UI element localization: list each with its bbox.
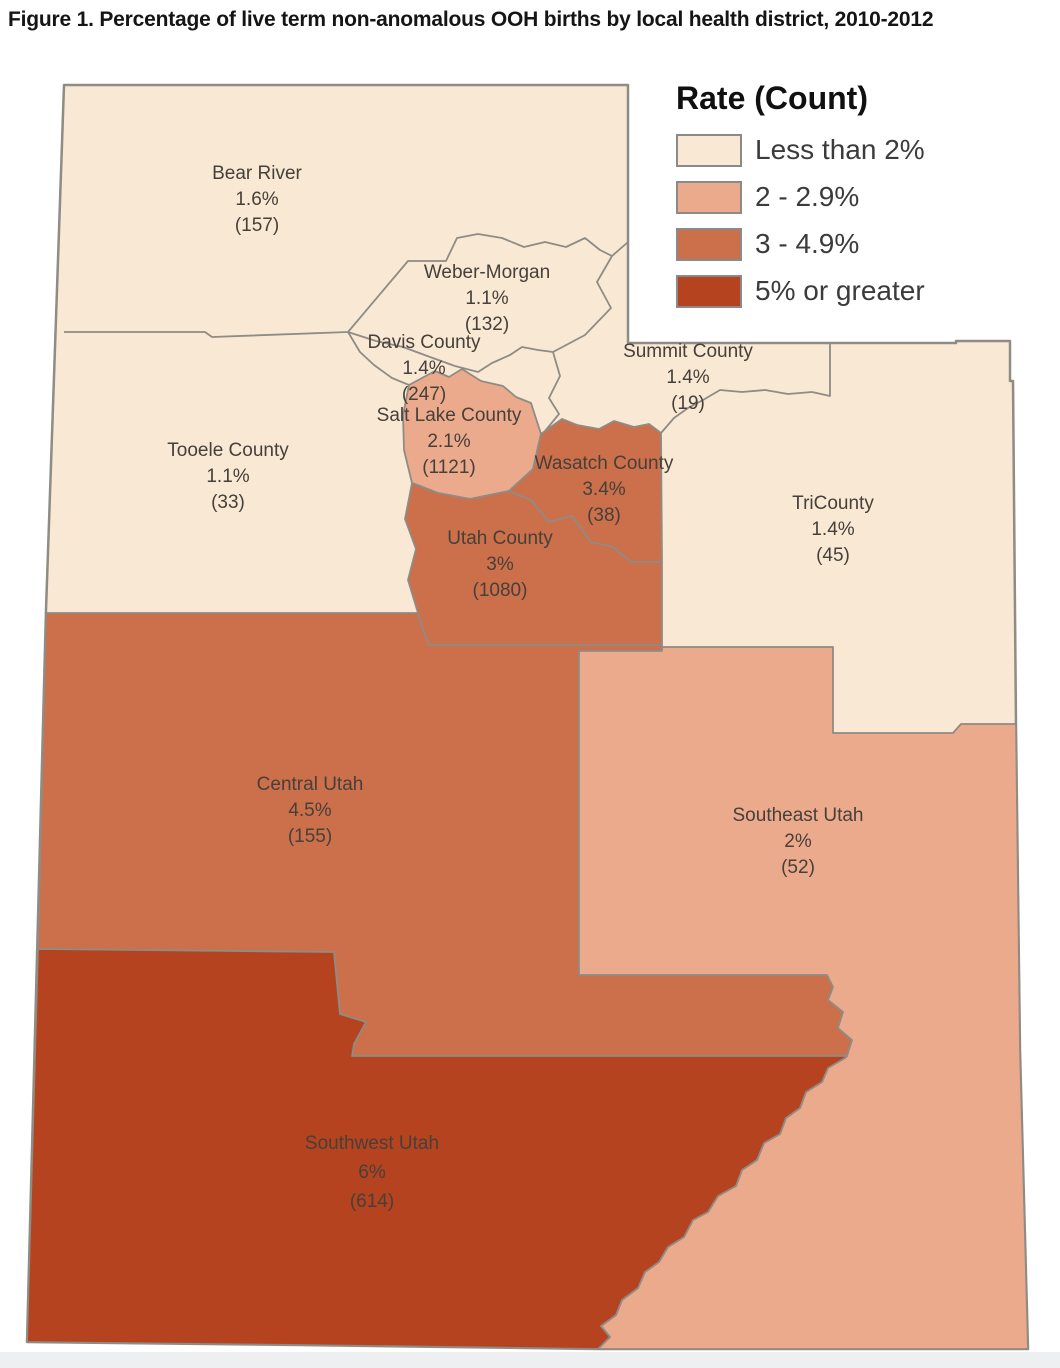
legend-row-5pct-or-greater: 5% or greater <box>676 274 925 308</box>
district-name: Southeast Utah <box>732 805 864 826</box>
district-label-salt-lake-county: Salt Lake County 2.1% (1121) <box>377 403 522 481</box>
district-count: (52) <box>781 857 815 878</box>
district-name: Weber-Morgan <box>423 262 551 283</box>
district-count: (38) <box>587 505 621 526</box>
district-name: Tooele County <box>167 440 289 461</box>
district-label-southwest-utah: Southwest Utah 6% (614) <box>305 1129 439 1216</box>
district-rate: 1.1% <box>206 466 250 487</box>
district-rate: 4.5% <box>288 800 332 821</box>
district-name: Summit County <box>623 341 753 362</box>
district-name: Southwest Utah <box>304 1133 440 1154</box>
district-rate: 3% <box>486 554 514 575</box>
district-name: TriCounty <box>792 493 874 514</box>
district-label-tricounty: TriCounty 1.4% (45) <box>792 491 874 569</box>
district-count: (19) <box>671 393 705 414</box>
legend-swatch-less-than-2pct <box>676 133 742 167</box>
district-label-summit-county: Summit County 1.4% (19) <box>623 339 753 417</box>
district-shape-southwest-utah <box>26 948 848 1350</box>
legend-label: 2 - 2.9% <box>755 181 860 212</box>
district-name: Salt Lake County <box>376 405 522 426</box>
district-label-southeast-utah: Southeast Utah 2% (52) <box>733 803 864 881</box>
legend-label: Less than 2% <box>755 134 925 165</box>
district-label-utah-county: Utah County 3% (1080) <box>447 526 553 604</box>
district-name: Wasatch County <box>534 453 674 474</box>
page-bottom-band <box>0 1352 1060 1368</box>
district-count: (45) <box>816 545 850 566</box>
district-name: Central Utah <box>256 774 364 795</box>
figure-title: Figure 1. Percentage of live term non-an… <box>8 8 934 31</box>
district-rate: 1.1% <box>465 288 509 309</box>
district-rate: 2% <box>784 831 812 852</box>
legend-title: Rate (Count) <box>676 80 868 116</box>
cream-district-boundaries <box>64 233 831 434</box>
district-rate: 1.6% <box>235 189 279 210</box>
legend-row-3-to-4-9pct: 3 - 4.9% <box>676 227 925 261</box>
district-name: Davis County <box>367 332 481 353</box>
district-count: (155) <box>287 826 333 847</box>
district-count: (614) <box>349 1191 395 1212</box>
district-label-wasatch-county: Wasatch County 3.4% (38) <box>535 451 674 529</box>
legend-row-less-than-2pct: Less than 2% <box>676 133 925 167</box>
district-name: Bear River <box>212 163 302 184</box>
district-label-bear-river: Bear River 1.6% (157) <box>212 161 302 239</box>
legend-swatch-3-to-4-9pct <box>676 227 742 261</box>
district-rate: 1.4% <box>811 519 855 540</box>
district-count: (1121) <box>422 457 476 478</box>
district-label-tooele-county: Tooele County 1.1% (33) <box>167 438 288 516</box>
district-count: (247) <box>401 384 447 405</box>
district-name: Utah County <box>447 528 553 549</box>
district-label-central-utah: Central Utah 4.5% (155) <box>257 772 364 850</box>
district-rate: 1.4% <box>402 358 446 379</box>
district-shape-utah-county <box>404 482 663 646</box>
district-count: (157) <box>234 215 280 236</box>
legend: Rate (Count) Less than 2% 2 - 2.9% 3 - 4… <box>676 80 925 321</box>
legend-row-2-to-2-9pct: 2 - 2.9% <box>676 180 925 214</box>
legend-swatch-2-to-2-9pct <box>676 180 742 214</box>
district-count: (1080) <box>472 580 528 601</box>
legend-label: 3 - 4.9% <box>755 228 860 259</box>
district-rate: 6% <box>358 1162 386 1183</box>
district-count: (132) <box>464 314 510 335</box>
district-rate: 2.1% <box>427 431 471 452</box>
legend-swatch-5pct-or-greater <box>676 274 742 308</box>
district-label-davis-county: Davis County 1.4% (247) <box>368 330 481 408</box>
district-rate: 1.4% <box>666 367 710 388</box>
district-count: (33) <box>211 492 245 513</box>
district-rate: 3.4% <box>582 479 626 500</box>
district-label-weber-morgan: Weber-Morgan 1.1% (132) <box>424 260 550 338</box>
legend-label: 5% or greater <box>755 275 925 306</box>
